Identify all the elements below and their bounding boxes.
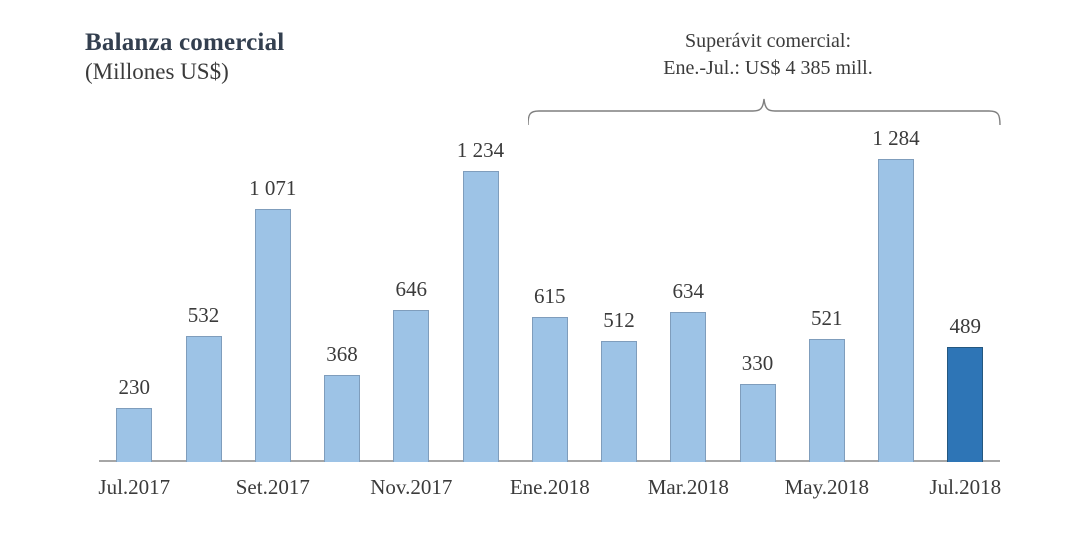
- chart-subtitle: (Millones US$): [85, 59, 229, 84]
- x-tick-label: Jul.2017: [98, 475, 171, 499]
- brace-bracket-icon: [528, 98, 1001, 126]
- x-tick-label: Mar.2018: [647, 475, 729, 499]
- superavit-annotation: Superávit comercial: Ene.-Jul.: US$ 4 38…: [543, 28, 993, 82]
- value-label: 1 284: [872, 126, 920, 150]
- value-label: 532: [187, 303, 220, 327]
- bar-month-10: [739, 384, 776, 462]
- value-label: 646: [395, 277, 428, 301]
- bar-Jul.2017: [116, 408, 153, 462]
- value-label: 615: [534, 284, 566, 308]
- value-label: 230: [118, 375, 151, 399]
- annotation-line1: Superávit comercial:: [684, 30, 852, 52]
- value-label: 489: [949, 314, 982, 338]
- value-label: 1 071: [249, 176, 297, 200]
- value-label: 330: [741, 351, 774, 375]
- x-tick-label: Set.2017: [235, 475, 310, 499]
- bar-month-6: [462, 171, 499, 462]
- bar-month-12: [878, 159, 915, 462]
- bar-month-2: [185, 336, 222, 462]
- bar-Ene.2018: [531, 317, 568, 462]
- title-block: Balanza comercial (Millones US$): [85, 28, 284, 86]
- bar-month-4: [324, 375, 361, 462]
- x-tick-label: Jul.2018: [929, 475, 1002, 499]
- bar-Mar.2018: [670, 312, 707, 462]
- value-label: 1 234: [456, 138, 505, 162]
- x-tick-label: Ene.2018: [509, 475, 590, 499]
- value-label: 521: [811, 306, 843, 330]
- value-label: 368: [326, 342, 358, 366]
- value-label: 512: [603, 308, 635, 332]
- bar-month-8: [601, 341, 638, 462]
- annotation-line2: Ene.-Jul.: US$ 4 385 mill.: [663, 57, 873, 79]
- bar-Jul.2018: [947, 347, 984, 462]
- value-label: 634: [672, 279, 705, 303]
- bar-May.2018: [808, 339, 845, 462]
- x-tick-label: Nov.2017: [370, 475, 453, 499]
- x-tick-label: May.2018: [784, 475, 869, 499]
- bar-Set.2017: [254, 209, 291, 462]
- bar-Nov.2017: [393, 310, 430, 462]
- chart-title: Balanza comercial: [85, 29, 285, 56]
